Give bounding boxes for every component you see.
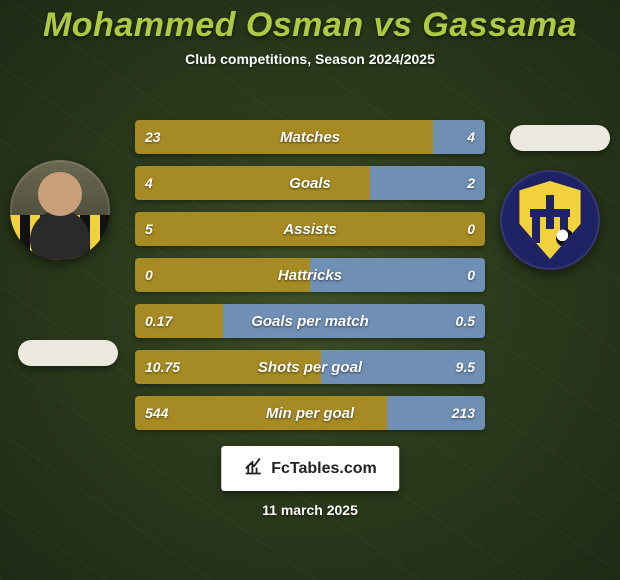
- chart-icon: [243, 456, 263, 481]
- stat-label: Min per goal: [135, 396, 485, 430]
- stat-label: Goals per match: [135, 304, 485, 338]
- club-crest-icon: [516, 181, 584, 259]
- stat-label: Hattricks: [135, 258, 485, 292]
- stat-row: 00Hattricks: [135, 258, 485, 292]
- stat-label: Goals: [135, 166, 485, 200]
- date-text: 11 march 2025: [0, 502, 620, 518]
- stat-row: 544213Min per goal: [135, 396, 485, 430]
- player-right-name-pill: [510, 125, 610, 151]
- stat-label: Matches: [135, 120, 485, 154]
- stats-bars: 234Matches 42Goals 50Assists 00Hattricks 0.1…: [135, 120, 485, 442]
- stat-label: Assists: [135, 212, 485, 246]
- player-right-avatar: [500, 170, 600, 270]
- brand-badge: FcTables.com: [221, 446, 399, 491]
- stat-row: 50Assists: [135, 212, 485, 246]
- player-left-avatar: [10, 160, 110, 260]
- comparison-infographic: Mohammed Osman vs Gassama Club competiti…: [0, 0, 620, 580]
- brand-text: FcTables.com: [271, 460, 377, 478]
- stat-row: 234Matches: [135, 120, 485, 154]
- stat-label: Shots per goal: [135, 350, 485, 384]
- subtitle: Club competitions, Season 2024/2025: [0, 51, 620, 67]
- stat-row: 0.170.5Goals per match: [135, 304, 485, 338]
- page-title: Mohammed Osman vs Gassama: [0, 0, 620, 45]
- stat-row: 10.759.5Shots per goal: [135, 350, 485, 384]
- player-left-name-pill: [18, 340, 118, 366]
- stat-row: 42Goals: [135, 166, 485, 200]
